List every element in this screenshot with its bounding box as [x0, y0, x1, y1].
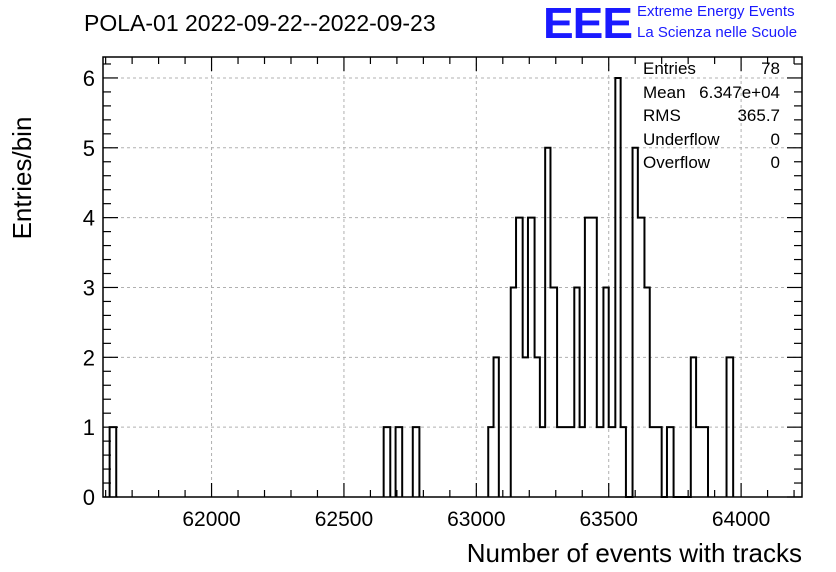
- stat-label: Overflow: [643, 153, 711, 172]
- grid-lines: [103, 57, 802, 497]
- logo-caption-line1: Extreme Energy Events: [637, 3, 795, 20]
- stat-label: Mean: [643, 82, 686, 102]
- stat-value: 0: [770, 129, 780, 149]
- axis-ticks: [103, 57, 802, 498]
- stat-label: Entries: [643, 59, 696, 78]
- x-tick-label: 62000: [182, 508, 240, 531]
- histogram-bin: [650, 427, 657, 497]
- x-axis-label: Number of events with tracks: [467, 538, 802, 568]
- y-tick-label: 6: [83, 66, 95, 91]
- plot-frame: [102, 56, 803, 498]
- statistics-box: Entries 78 Mean 6.347e+04 RMS 365.7 Unde…: [640, 59, 780, 177]
- x-tick-label: 63000: [447, 508, 505, 531]
- x-tick-label: 64000: [712, 508, 770, 531]
- y-tick-label: 2: [83, 345, 95, 370]
- stat-row-entries: Entries 78: [640, 59, 780, 83]
- stat-row-underflow: Underflow 0: [640, 130, 780, 154]
- histogram-bin: [609, 427, 616, 497]
- y-axis-label: Entries/bin: [7, 117, 37, 240]
- stat-row-overflow: Overflow 0: [640, 153, 780, 177]
- stat-row-mean: Mean 6.347e+04: [640, 83, 780, 107]
- stat-value: 6.347e+04: [699, 82, 780, 102]
- stat-label: Underflow: [643, 129, 720, 149]
- eee-logo: EEE: [543, 0, 633, 48]
- histogram-bin: [557, 427, 569, 497]
- histogram-bin: [597, 427, 604, 497]
- stat-value: 365.7: [737, 106, 780, 125]
- histogram-bin: [569, 427, 574, 497]
- x-tick-label: 62500: [315, 508, 373, 531]
- y-tick-label: 3: [83, 275, 95, 300]
- histogram-bin: [540, 427, 545, 497]
- x-tick-label: 63500: [580, 508, 638, 531]
- y-tick-label: 1: [83, 415, 95, 440]
- y-tick-label: 0: [83, 485, 95, 510]
- histogram-bin: [696, 427, 703, 497]
- stat-label: RMS: [643, 106, 681, 125]
- histogram-bin: [580, 427, 585, 497]
- tick-labels: 62000 62500 63000 63500 64000 0 1 2 3 4 5 6: [83, 66, 771, 531]
- logo-caption-line2: La Scienza nelle Scuole: [637, 24, 798, 41]
- stat-value: 78: [761, 59, 780, 78]
- y-tick-label: 5: [83, 136, 95, 161]
- chart-title: POLA-01 2022-09-22--2022-09-23: [84, 10, 436, 36]
- stat-row-rms: RMS 365.7: [640, 106, 780, 130]
- stat-value: 0: [770, 153, 780, 172]
- y-tick-label: 4: [83, 206, 95, 231]
